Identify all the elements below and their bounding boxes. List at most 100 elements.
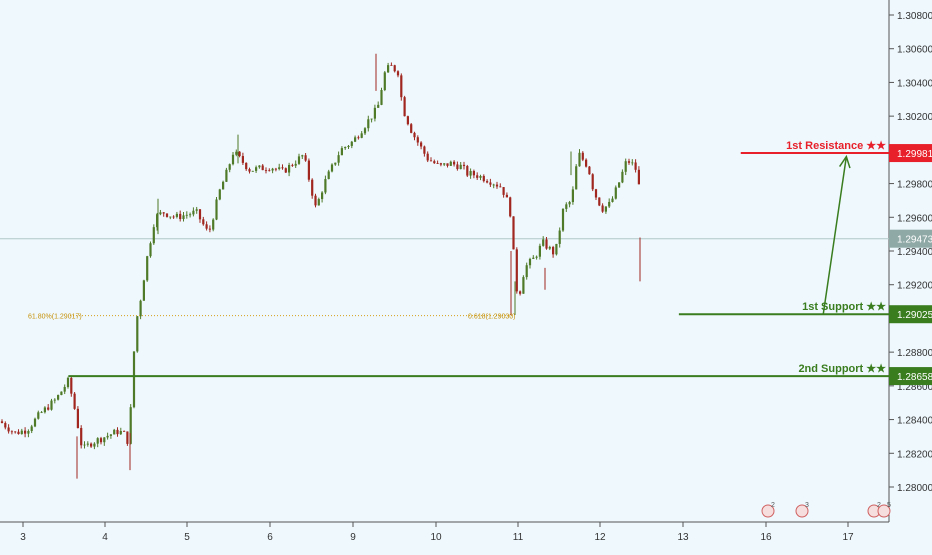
candle-body (340, 148, 343, 156)
candle-body (146, 256, 149, 281)
candle-body (528, 258, 532, 266)
y-tick-label: 1.28600 (897, 382, 932, 393)
candle-body (189, 214, 192, 216)
candle-body (50, 400, 53, 410)
candle-body (538, 245, 541, 257)
level-price-label: 1.28658 (897, 372, 932, 383)
candle-body (235, 151, 238, 155)
x-tick-label: 16 (760, 532, 772, 543)
candle-body (172, 216, 175, 218)
candle-body (433, 161, 436, 164)
candle-body (614, 187, 617, 199)
candle-body (17, 431, 20, 435)
current-price-tag (889, 229, 932, 248)
candle-body (482, 175, 485, 182)
candle-body (192, 210, 195, 215)
candle-body (627, 161, 631, 163)
candle-body (393, 65, 396, 72)
candle-body (330, 164, 334, 172)
candle-body (416, 137, 419, 143)
y-tick-label: 1.29200 (897, 281, 932, 292)
candle-body (321, 192, 324, 200)
candle-body (522, 277, 525, 294)
candle-body (268, 170, 271, 172)
candle-body (123, 431, 126, 432)
candle-body (126, 431, 129, 444)
candle-body (611, 198, 614, 202)
candle-body (423, 146, 426, 154)
candle-body (149, 243, 152, 257)
candle-body (14, 431, 17, 433)
candle-body (96, 438, 99, 444)
candle-body (63, 386, 66, 392)
candle-body (568, 202, 571, 205)
candle-body (453, 161, 456, 165)
y-tick-label: 1.28200 (897, 449, 932, 460)
candle-body (20, 430, 23, 435)
candle-body (255, 167, 258, 171)
candle-body (264, 170, 268, 171)
candle-body (439, 163, 442, 165)
candle-body (301, 155, 304, 157)
candle-body (324, 179, 327, 193)
candle-body (258, 165, 261, 168)
candle-body (27, 430, 30, 434)
candle-body (7, 427, 10, 432)
candle-body (555, 243, 558, 255)
candle-body (413, 132, 416, 138)
candle-body (238, 151, 241, 157)
candle-body (152, 227, 155, 244)
event-badge-icon (877, 504, 891, 518)
candle-body (53, 399, 56, 401)
candle-body (195, 209, 198, 211)
candle-body (284, 168, 287, 173)
candle-body (113, 429, 116, 435)
candle-body (90, 443, 93, 447)
candle-body (70, 377, 73, 394)
candle-body (162, 212, 165, 214)
candle-body (314, 195, 317, 206)
candle-body (472, 171, 475, 176)
candle-body (304, 155, 307, 161)
candle-body (542, 239, 545, 246)
candle-body (142, 280, 145, 301)
y-tick-label: 1.28000 (897, 483, 932, 494)
candle-body (558, 230, 561, 244)
levels: 1st Resistance ★★ 1.29981 1st Support ★★ 1.… (28, 140, 932, 386)
candle-body (380, 90, 383, 105)
candle-body (581, 152, 584, 160)
candle-body (132, 351, 136, 408)
candle-body (139, 300, 142, 317)
candle-body (225, 169, 228, 182)
candle-body (525, 265, 528, 278)
candle-body (47, 407, 50, 410)
candle-body (136, 316, 139, 352)
candle-body (80, 428, 83, 446)
candle-body (512, 216, 515, 250)
candle-body (410, 124, 413, 133)
candle-body (297, 156, 301, 164)
level-price-label: 1.29025 (897, 310, 932, 321)
level-label: 2nd Support ★★ (798, 363, 886, 375)
candle-body (37, 412, 40, 419)
candle-body (637, 169, 640, 185)
candles (0, 53, 641, 479)
candle-body (281, 167, 284, 169)
price-axis-background (889, 0, 932, 522)
candle-body (571, 189, 574, 203)
candle-body (446, 163, 449, 166)
level-price-tag (889, 305, 932, 324)
x-tick-label: 13 (677, 532, 689, 543)
candle-body (76, 408, 79, 429)
y-tick-label: 1.30200 (897, 112, 932, 123)
candle-body (420, 142, 423, 147)
y-tick-label: 1.29400 (897, 247, 932, 258)
candle-body (436, 163, 439, 164)
candle-body (185, 214, 188, 216)
candle-body (456, 164, 459, 170)
candle-body (466, 166, 469, 176)
candle-body (106, 435, 109, 438)
fib-left-label: 61.80%(1.29017) (28, 314, 82, 321)
y-tick-label: 1.28800 (897, 348, 932, 359)
